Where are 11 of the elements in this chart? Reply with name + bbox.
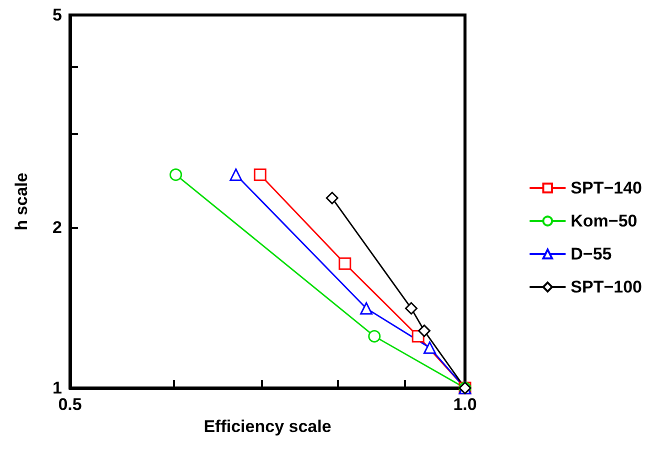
x-tick-label: 1.0 — [453, 395, 477, 414]
y-tick-label: 1 — [52, 378, 62, 398]
x-tick-label: 0.5 — [58, 395, 82, 414]
y-tick-label: 5 — [52, 6, 62, 24]
legend-label: Kom−50 — [570, 212, 638, 230]
y-tick-label: 2 — [52, 218, 62, 237]
legend-label: D−55 — [570, 244, 612, 264]
legend-label: SPT−100 — [570, 278, 642, 296]
y-axis-title: h scale — [12, 172, 31, 230]
legend-label: SPT−140 — [570, 178, 642, 198]
x-axis-title: Efficiency scale — [204, 417, 332, 436]
